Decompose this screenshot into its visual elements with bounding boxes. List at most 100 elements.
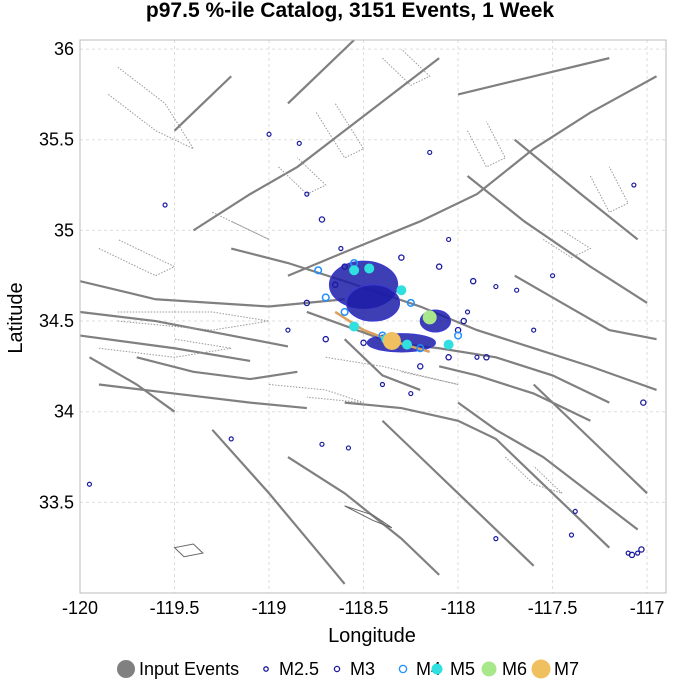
event-point-M2-5 [345, 445, 352, 451]
event-point-M2-5 [474, 354, 480, 360]
event-point-M2-5 [228, 436, 234, 442]
island-outline [344, 505, 393, 529]
fault-line [88, 356, 176, 413]
island-outline [173, 543, 204, 558]
event-point-M2-5 [493, 283, 499, 290]
fault-line-dotted [98, 238, 176, 277]
event-point-M5 [402, 339, 413, 350]
event-point-M2-5 [493, 536, 499, 542]
event-point-M2-5 [572, 508, 578, 515]
fault-line [381, 419, 535, 567]
legend-label: M6 [502, 659, 527, 679]
event-point-M2-5 [408, 390, 414, 397]
event-point-M5 [349, 321, 360, 332]
fault-line [466, 175, 648, 304]
fault-lines [80, 40, 658, 585]
fault-line [343, 338, 421, 391]
fault-line [514, 274, 657, 341]
fault-line [287, 40, 355, 105]
event-point-M4 [340, 307, 349, 317]
event-point-M5 [396, 285, 407, 296]
y-tick-label: 34.5 [39, 311, 74, 331]
fault-line [514, 138, 639, 241]
event-point-M3 [417, 363, 424, 370]
event-point-M4 [454, 331, 463, 340]
fault-line-dotted [117, 311, 270, 331]
x-tick-label: -117 [630, 598, 665, 618]
event-point-M5 [364, 263, 375, 274]
y-tick-labels: 33.5 34 34.5 35 35.5 36 [39, 39, 74, 512]
fault-line [192, 57, 440, 232]
fault-line-dotted [98, 338, 232, 358]
fault-line [136, 356, 298, 381]
legend-marker-M5 [431, 663, 443, 675]
legend-marker-M3 [333, 665, 341, 673]
event-point-M4 [321, 293, 330, 302]
x-tick-labels: -120 -119.5 -119 -118.5 -118 -117.5 -117 [62, 598, 664, 618]
fault-line [173, 75, 232, 132]
event-point-M3 [398, 254, 405, 261]
event-point-M2-5 [162, 202, 168, 208]
event-point-M3 [469, 277, 477, 285]
event-cluster [345, 284, 401, 322]
legend-marker-input [117, 660, 135, 678]
event-point-M3 [640, 399, 647, 406]
legend-label: M5 [450, 659, 475, 679]
event-point-M2-5 [285, 327, 291, 333]
fault-line [344, 401, 611, 549]
x-axis-label: Longitude [328, 625, 416, 647]
event-point-M4 [406, 298, 415, 307]
event-point-M6 [422, 310, 437, 325]
event-point-M7 [382, 331, 401, 350]
event-point-M3 [460, 317, 467, 325]
fault-line [287, 456, 440, 576]
fault-line [457, 57, 610, 96]
event-point-M3 [360, 339, 367, 347]
fault-line-dotted [504, 456, 563, 494]
fault-line-dotted [212, 211, 270, 240]
fault-line [287, 75, 658, 277]
event-point-M5 [349, 265, 360, 276]
legend-label: M3 [350, 659, 375, 679]
plot-area [79, 39, 667, 594]
y-tick-label: 36 [54, 39, 74, 59]
event-point-M3 [303, 299, 311, 307]
y-tick-label: 35 [54, 220, 74, 240]
fault-line-dotted [108, 66, 195, 150]
event-point-M4 [416, 344, 425, 353]
y-tick-label: 33.5 [39, 492, 74, 512]
event-point-M2-5 [379, 381, 386, 388]
fault-line-dotted [315, 103, 365, 159]
event-point-M2-5 [514, 287, 520, 293]
fault-line [211, 429, 346, 585]
event-point-M2-5 [631, 182, 637, 188]
legend-label: Input Events [139, 659, 239, 679]
event-point-M3 [445, 354, 452, 361]
x-tick-label: -117.5 [528, 598, 578, 618]
fault-line [80, 334, 251, 363]
x-tick-label: -119 [252, 598, 287, 618]
event-point-M2-5 [531, 327, 537, 333]
x-tick-label: -119.5 [150, 598, 200, 618]
event-point-M5 [443, 339, 454, 350]
event-point-M3 [435, 263, 443, 270]
event-point-M3 [638, 546, 645, 553]
legend-marker-M7 [531, 659, 551, 679]
event-point-M2-5 [568, 532, 575, 538]
legend-label: M2.5 [279, 659, 319, 679]
chart-title: p97.5 %-ile Catalog, 3151 Events, 1 Week [146, 0, 554, 22]
event-point-M2-5 [319, 441, 325, 447]
fault-line-dotted [268, 383, 364, 404]
event-point-M3 [331, 281, 339, 289]
event-point-M3 [322, 335, 329, 343]
y-tick-label: 34 [54, 402, 74, 422]
y-axis-label: Latitude [5, 282, 27, 353]
fault-line-dotted [325, 356, 459, 385]
fault-line-dotted [467, 121, 507, 168]
event-point-M3 [628, 551, 636, 559]
x-tick-label: -118.5 [339, 598, 389, 618]
event-point-M2-5 [635, 550, 641, 556]
event-point-M2-5 [446, 236, 452, 243]
event-point-M3 [483, 354, 490, 361]
